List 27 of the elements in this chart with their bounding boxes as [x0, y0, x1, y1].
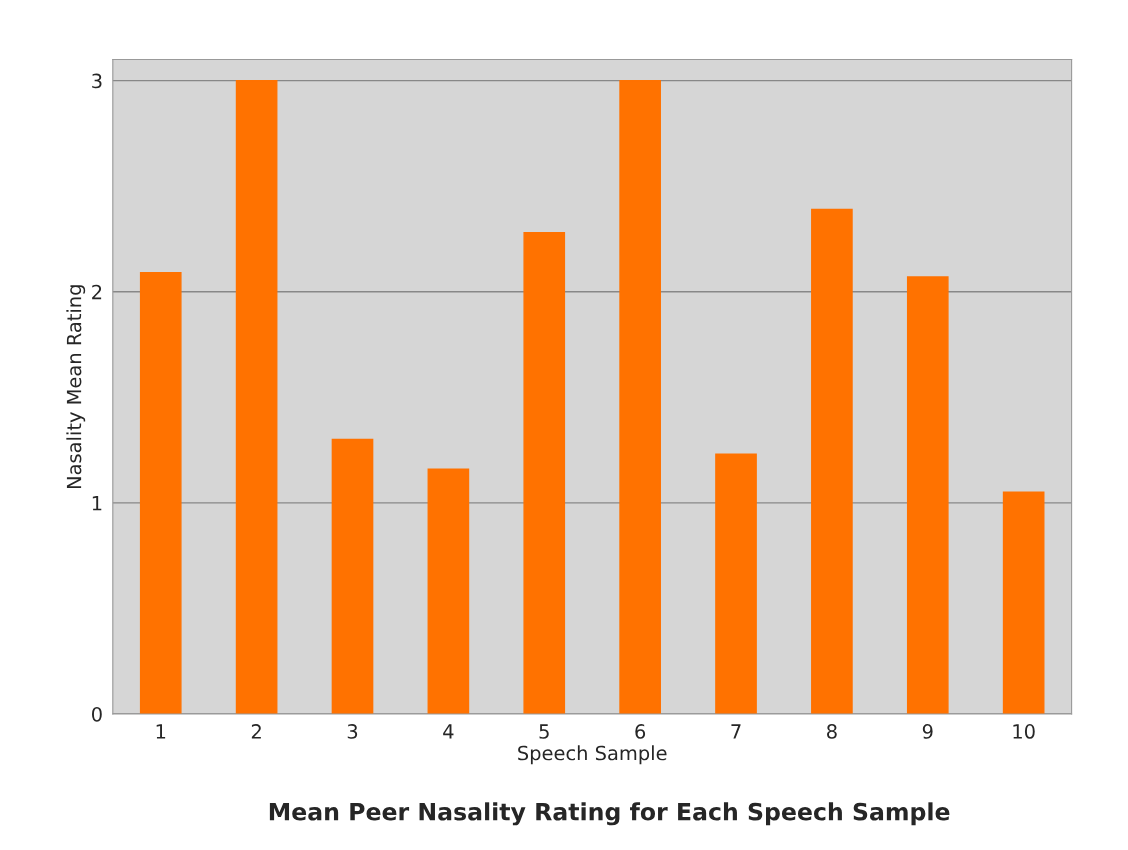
bar	[906, 276, 949, 714]
bar	[235, 79, 278, 714]
x-tick-label: 2	[251, 724, 261, 739]
bar	[523, 231, 566, 714]
bar	[427, 468, 470, 714]
text: Mean Peer Nasality Rating for Each Speech Sample	[269, 802, 950, 826]
y-tick-label: 3	[92, 73, 102, 89]
x-tick-label: 4	[443, 724, 454, 739]
x-tick-label: 1	[156, 724, 166, 739]
x-tick-label: 8	[827, 724, 837, 739]
bar	[1002, 491, 1045, 714]
x-axis-title: Speech Sample	[518, 745, 667, 765]
y-tick-label: 2	[92, 284, 102, 300]
y-axis-title: Nasality Mean Rating	[66, 285, 86, 489]
bar	[619, 79, 661, 714]
x-tick-label: 6	[635, 724, 646, 739]
bar	[811, 208, 853, 714]
x-tick-label: 9	[922, 724, 933, 739]
x-tick-label: 5	[539, 724, 549, 739]
x-tick-label: 10	[1013, 724, 1035, 739]
bar	[715, 453, 757, 714]
y-tick-label: 1	[92, 496, 102, 511]
x-tick-label: 3	[347, 724, 358, 739]
x-tick-label: 7	[731, 724, 741, 739]
bar	[331, 438, 374, 714]
bar	[139, 272, 182, 714]
y-tick-label: 0	[91, 706, 102, 722]
